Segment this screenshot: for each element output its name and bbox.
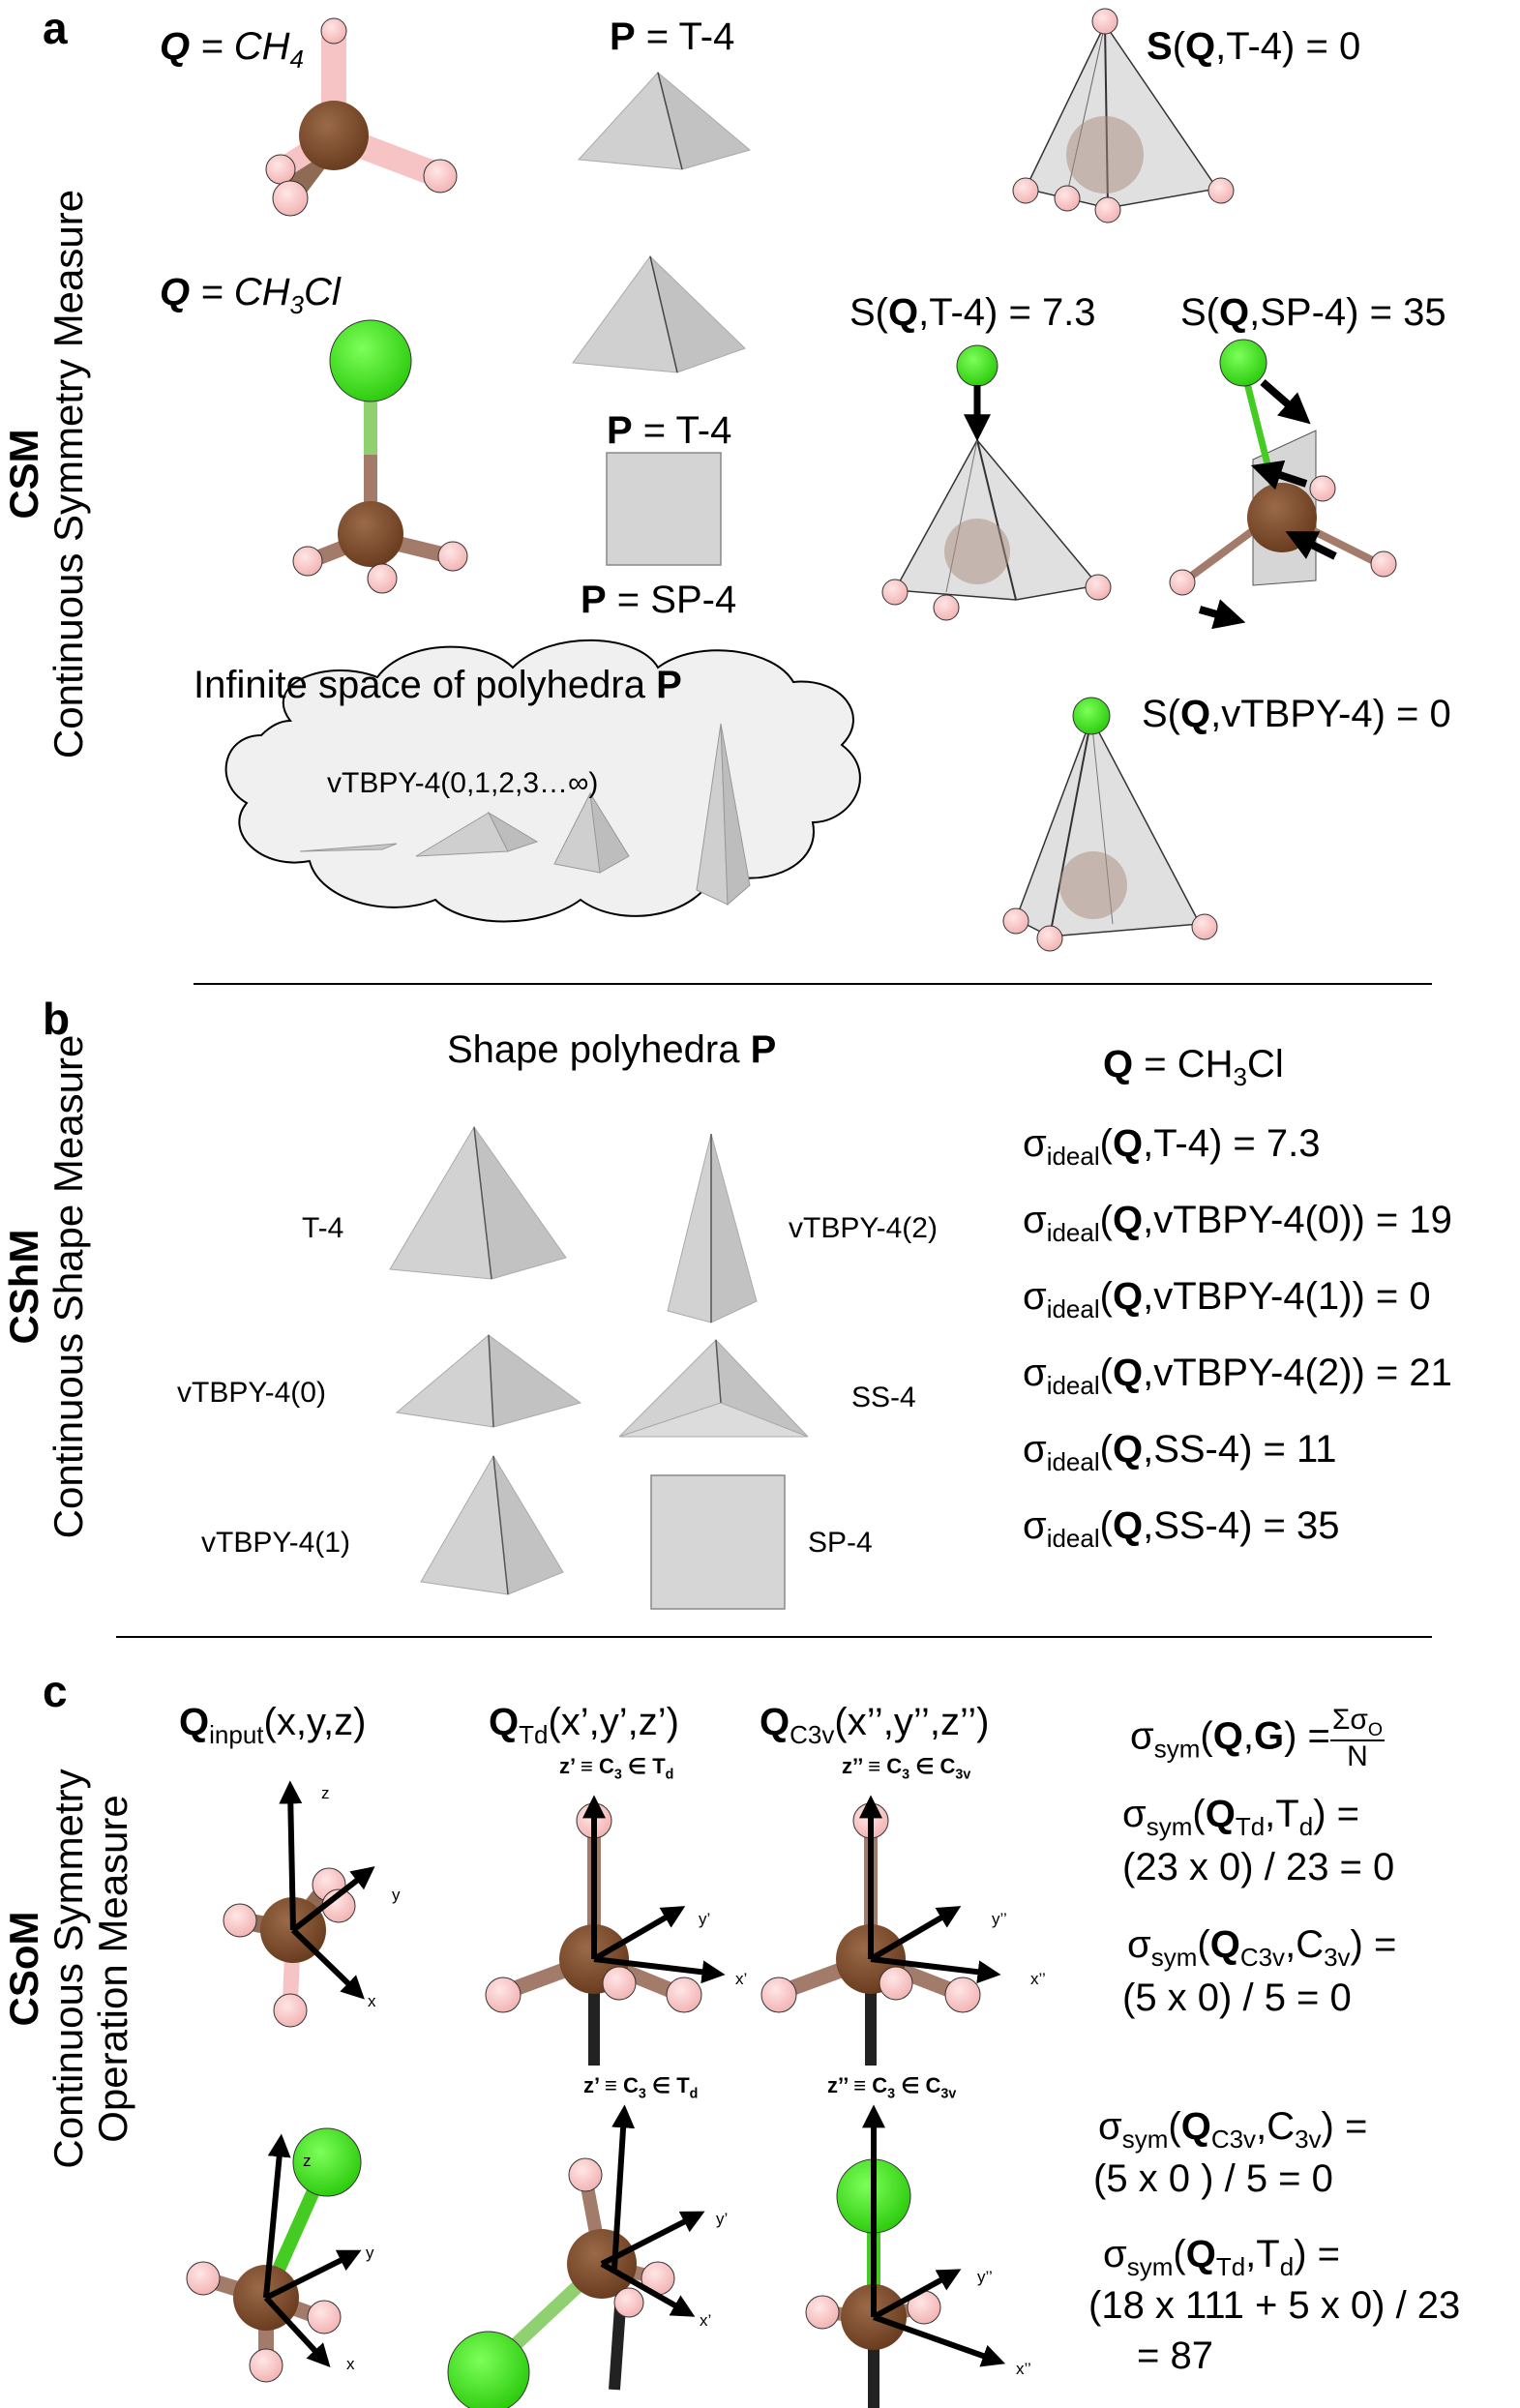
sigma-sym-fraction: ΣσO N bbox=[1329, 1704, 1386, 1773]
square-sp4-a bbox=[606, 452, 722, 566]
s2-label: S(Q,T-4) = 7.3 bbox=[849, 291, 1096, 334]
label-vtbpy4-2: vTBPY-4(2) bbox=[789, 1212, 938, 1244]
ch4-molecule bbox=[265, 17, 458, 217]
q1-label: Q = CH4 bbox=[160, 25, 304, 74]
s3-label: S(Q,SP-4) = 35 bbox=[1180, 291, 1446, 334]
label-vtbpy4-0: vTBPY-4(0) bbox=[177, 1377, 326, 1409]
ch3cl-fitted-square bbox=[1169, 339, 1397, 630]
ch4-fitted-tetrahedron bbox=[1012, 8, 1235, 223]
axis-y-td2: y’ bbox=[716, 2210, 729, 2228]
s1-label: S(Q,T-4) = 0 bbox=[1147, 25, 1361, 68]
axis-y-c3v: y’’ bbox=[992, 1910, 1007, 1928]
p2-label: P = T-4 bbox=[607, 409, 732, 452]
input-ch4-frame bbox=[223, 1780, 375, 2028]
sigma-sym-definition: σsym(Q,G) = ΣσO N bbox=[1130, 1704, 1386, 1773]
eq1-line1: σsym(QTd,Td) = bbox=[1122, 1793, 1359, 1841]
ch3cl-fitted-tetrahedron bbox=[881, 344, 1112, 621]
p3-label: P = SP-4 bbox=[581, 579, 737, 621]
axis-x-2: x bbox=[346, 2355, 355, 2373]
eq1-line2: (23 x 0) / 23 = 0 bbox=[1122, 1846, 1395, 1888]
axis-z-1: z bbox=[321, 1784, 330, 1802]
axis-y-1: y bbox=[392, 1886, 401, 1904]
label-vtbpy4-1: vTBPY-4(1) bbox=[201, 1527, 350, 1559]
axis-y-c3v2: y’’ bbox=[977, 2268, 993, 2286]
shape-t4 bbox=[389, 1125, 567, 1280]
label-ss4: SS-4 bbox=[851, 1382, 916, 1413]
side-label-csm: CSM Continuous Symmetry Measure bbox=[1, 189, 92, 759]
shape-polyhedra-heading: Shape polyhedra P bbox=[447, 1028, 777, 1071]
axis-x-c3v2: x’’ bbox=[1016, 2360, 1031, 2378]
eq2-line2: (5 x 0) / 5 = 0 bbox=[1122, 1977, 1352, 2019]
sigma-ideal-2: σideal(Q,vTBPY-4(1)) = 0 bbox=[1023, 1275, 1431, 1323]
tetrahedron-t4-a1 bbox=[577, 71, 752, 170]
shape-vtbpy4-0 bbox=[395, 1333, 582, 1428]
ch3cl-fitted-vtbpy bbox=[1002, 697, 1218, 952]
eq4-line2: (18 x 111 + 5 x 0) / 23 bbox=[1088, 2284, 1461, 2327]
axis-z-2: z bbox=[303, 2152, 312, 2170]
c3v-ch3cl-frame bbox=[805, 2104, 1006, 2408]
label-sp4: SP-4 bbox=[808, 1527, 873, 1559]
s4-label: S(Q,vTBPY-4) = 0 bbox=[1142, 693, 1451, 735]
side-label-csom: CSoM Continuous Symmetry Operation Measu… bbox=[1, 1769, 136, 2169]
ch3cl-molecule bbox=[292, 319, 468, 594]
sigma-ideal-1: σideal(Q,vTBPY-4(0)) = 19 bbox=[1023, 1199, 1452, 1247]
axis-x-td: x’ bbox=[735, 1970, 748, 1988]
c3v-ch4-frame bbox=[760, 1795, 1001, 2066]
shape-sp4 bbox=[650, 1474, 786, 1610]
tetrahedron-t4-a2 bbox=[572, 254, 746, 373]
axis-x-c3v: x’’ bbox=[1030, 1970, 1046, 1988]
axis-x-td2: x’ bbox=[700, 2311, 712, 2330]
axis-y-2: y bbox=[366, 2244, 374, 2262]
q-td-label: QTd(x’,y’,z’) bbox=[489, 1701, 679, 1749]
q-c3v-label: QC3v(x’’,y’’,z’’) bbox=[760, 1701, 990, 1749]
panel-label-c: c bbox=[43, 1666, 68, 1716]
panel-label-b: b bbox=[43, 994, 71, 1044]
side-label-cshm: CShM Continuous Shape Measure bbox=[1, 1034, 92, 1539]
q2-label: Q = CH3Cl bbox=[160, 271, 341, 319]
polyhedra-cloud bbox=[224, 639, 861, 923]
eq2-line1: σsym(QC3v,C3v) = bbox=[1127, 1923, 1397, 1972]
axis-x-1: x bbox=[368, 1992, 376, 2010]
sigma-ideal-5: σideal(Q,SS-4) = 35 bbox=[1023, 1504, 1340, 1553]
input-ch3cl-frame bbox=[186, 2127, 362, 2383]
eq3-line2: (5 x 0 ) / 5 = 0 bbox=[1093, 2157, 1333, 2200]
td-ch3cl-frame bbox=[447, 2104, 705, 2408]
axis-td-label: z’ ≡ C3 ∈ Td bbox=[559, 1754, 674, 1783]
shape-ss4 bbox=[618, 1338, 809, 1438]
sigma-ideal-3: σideal(Q,vTBPY-4(2)) = 21 bbox=[1023, 1352, 1452, 1400]
label-t4: T-4 bbox=[302, 1212, 344, 1244]
axis-c3v-label-2: z’’ ≡ C3 ∈ C3v bbox=[827, 2073, 957, 2102]
sigma-ideal-0: σideal(Q,T-4) = 7.3 bbox=[1023, 1122, 1321, 1171]
td-ch4-frame bbox=[485, 1795, 726, 2066]
eq4-line3: = 87 bbox=[1137, 2334, 1213, 2377]
cloud-label: vTBPY-4(0,1,2,3…∞) bbox=[327, 767, 599, 799]
axis-c3v-label: z’’ ≡ C3 ∈ C3v bbox=[842, 1754, 971, 1783]
shape-vtbpy4-1 bbox=[420, 1454, 564, 1595]
space-label: Infinite space of polyhedra P bbox=[194, 664, 682, 706]
axis-td-label-2: z’ ≡ C3 ∈ Td bbox=[583, 2073, 699, 2102]
q-ch3cl-label: Q = CH3Cl bbox=[1103, 1043, 1284, 1091]
q-input-label: Qinput(x,y,z) bbox=[179, 1701, 367, 1749]
axis-y-td: y’ bbox=[699, 1910, 711, 1928]
p1-label: P = T-4 bbox=[610, 15, 735, 58]
panel-label-a: a bbox=[43, 3, 68, 53]
eq4-line1: σsym(QTd,Td) = bbox=[1103, 2233, 1340, 2281]
shape-vtbpy4-2 bbox=[667, 1133, 758, 1323]
eq3-line1: σsym(QC3v,C3v) = bbox=[1098, 2105, 1368, 2154]
sigma-ideal-4: σideal(Q,SS-4) = 11 bbox=[1023, 1428, 1337, 1476]
